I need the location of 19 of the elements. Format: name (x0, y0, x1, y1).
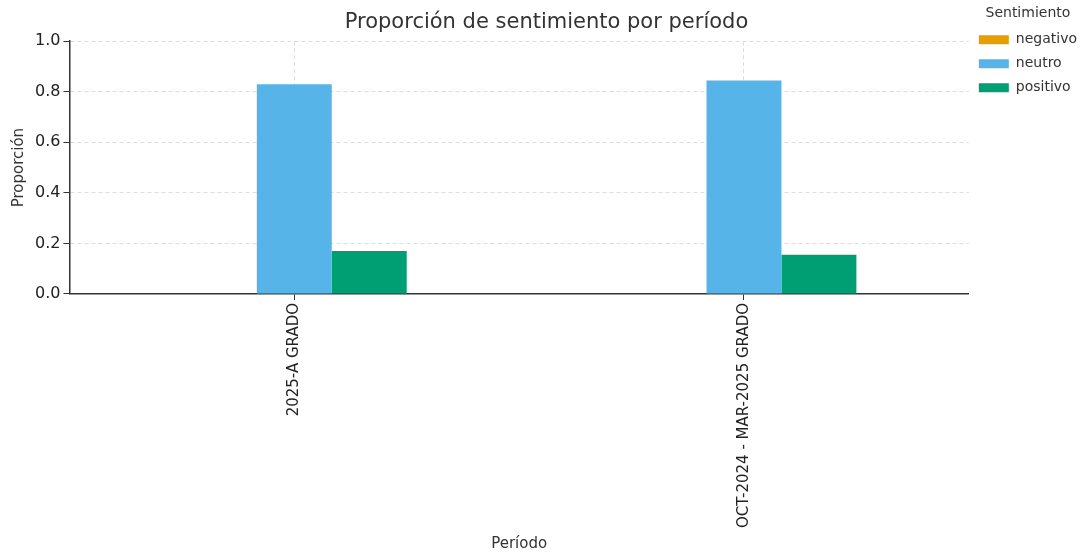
y-tick-label: 0.6 (34, 131, 61, 151)
x-tick-label: OCT-2024 - MAR-2025 GRADO (733, 302, 752, 528)
y-tick-label: 0.4 (34, 182, 61, 202)
x-axis-title: Período (491, 533, 548, 552)
y-axis-title: Proporción (8, 127, 27, 208)
legend-label: positivo (1015, 78, 1071, 95)
bar (256, 84, 332, 294)
x-tick-label: 2025-A GRADO (284, 302, 303, 417)
y-tick-label: 0.0 (34, 283, 61, 303)
y-tick-label: 0.2 (34, 232, 61, 252)
bar (331, 251, 407, 294)
bar (706, 80, 782, 294)
y-tick-label: 0.8 (34, 80, 61, 100)
legend-label: negativo (1015, 30, 1078, 47)
y-tick-label: 1.0 (34, 30, 61, 50)
chart-title: Proporción de sentimiento por período (344, 9, 749, 34)
legend-label: neutro (1015, 54, 1062, 71)
legend-title: Sentimiento (985, 3, 1071, 20)
bar (781, 254, 857, 294)
